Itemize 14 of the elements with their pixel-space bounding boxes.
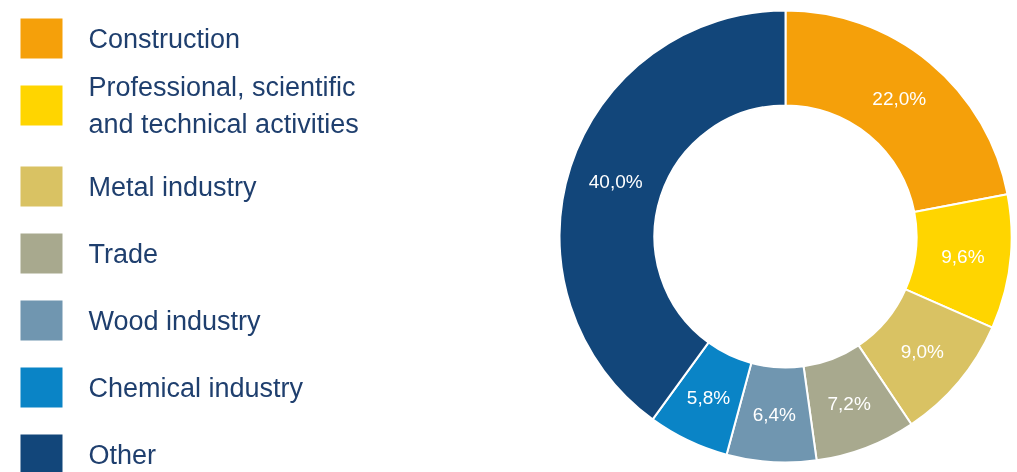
data-label: 6,4% <box>752 404 797 426</box>
legend-label: Construction <box>88 23 241 54</box>
legend-label: Trade <box>88 238 159 269</box>
data-label: 7,2% <box>827 392 871 414</box>
legend-label: Metal industry <box>88 171 258 202</box>
legend-label: Other <box>88 439 157 470</box>
data-label: 22,0% <box>872 88 927 110</box>
data-label: 9,6% <box>941 246 985 268</box>
legend-label: Professional, scientific and technical activities <box>88 71 359 140</box>
data-label: 40,0% <box>588 170 643 192</box>
legend-label: Wood industry <box>88 305 262 336</box>
data-label: 9,0% <box>900 340 945 362</box>
data-label: 5,8% <box>686 387 731 409</box>
legend-label: Chemical industry <box>88 372 304 403</box>
